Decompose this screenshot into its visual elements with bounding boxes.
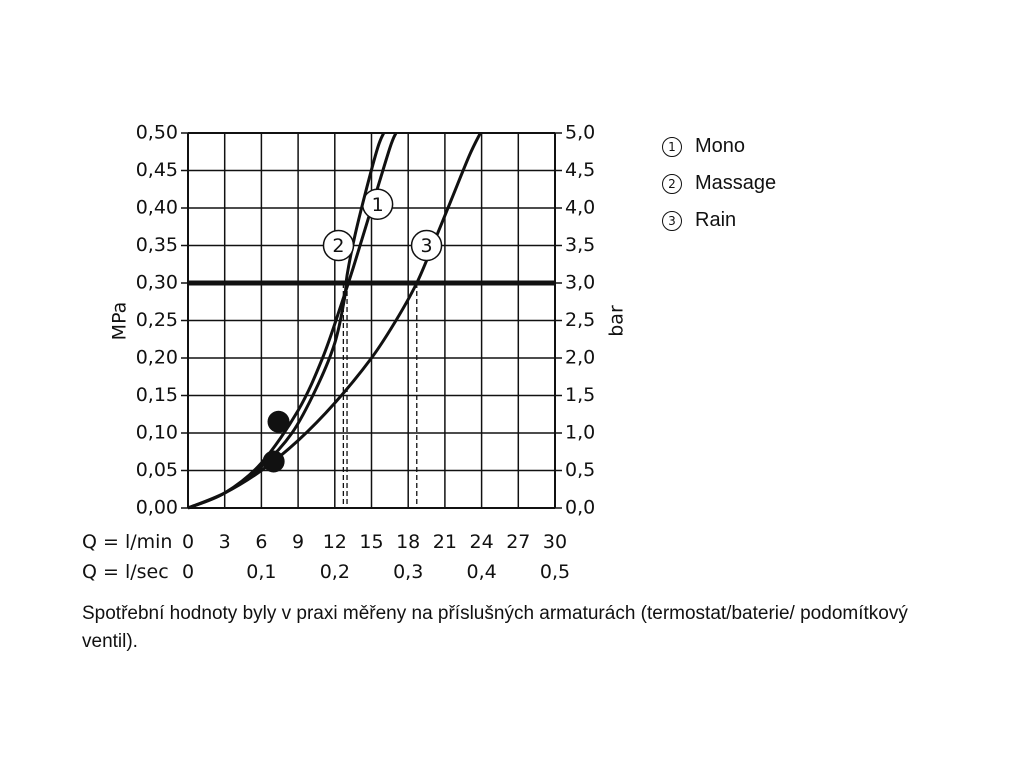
data-point — [267, 410, 290, 433]
x-tick-label-lsec: 0,3 — [393, 561, 423, 583]
x-tick-label-lmin: 15 — [359, 531, 383, 553]
x-tick-label-lmin: 12 — [323, 531, 347, 553]
tick-labels: 0,00 0,00,05 0,50,10 1,00,15 1,50,20 2,00,25 2… — [136, 122, 596, 584]
x-tick-label-lmin: 3 — [219, 531, 231, 553]
left-tick-label: 0,30 — [136, 272, 178, 294]
x-tick-label-lmin: 18 — [396, 531, 420, 553]
x-axis-lmin-title: Q = l/min — [82, 531, 172, 553]
right-tick-label: 5,0 — [565, 122, 595, 144]
x-tick-label-lsec: 0,5 — [540, 561, 570, 583]
measurement-note: Spotřební hodnoty byly v praxi měřeny na… — [82, 603, 908, 652]
right-tick-label: 3,0 — [565, 272, 595, 294]
series-marker-label-rain: 3 — [421, 235, 433, 257]
series-marker-massage — [322, 229, 355, 262]
right-tick-label: 0,0 — [565, 497, 595, 519]
left-tick-label: 0,20 — [136, 347, 178, 369]
left-tick-label: 0,35 — [136, 234, 178, 256]
x-tick-label-lsec: 0 — [182, 561, 194, 583]
left-tick-label: 0,40 — [136, 197, 178, 219]
x-tick-label-lsec: 0,4 — [466, 561, 496, 583]
right-tick-label: 0,5 — [565, 459, 595, 481]
legend-marker-3: 3 — [662, 210, 682, 231]
right-tick-label: 4,0 — [565, 197, 595, 219]
x-axis-lsec-title: Q = l/sec — [82, 561, 169, 583]
legend-item-massage: 2 Massage — [662, 165, 776, 202]
x-tick-label-lmin: 6 — [255, 531, 267, 553]
legend-marker-2: 2 — [662, 173, 682, 194]
legend-item-mono: 1 Mono — [662, 128, 776, 165]
legend-marker-1: 1 — [662, 136, 682, 157]
x-tick-label-lmin: 24 — [470, 531, 494, 553]
legend-label-rain: Rain — [695, 209, 737, 231]
left-tick-label: 0,05 — [136, 459, 178, 481]
series-marker-label-mono: 1 — [372, 194, 384, 216]
right-tick-label: 2,5 — [565, 309, 595, 331]
series-line-massage — [187, 132, 386, 510]
series-marker-rain — [410, 229, 443, 262]
curves: 1 2 3 — [187, 132, 555, 510]
data-point — [262, 450, 285, 473]
right-tick-label: 4,5 — [565, 159, 595, 181]
x-tick-label-lmin: 21 — [433, 531, 457, 553]
legend-label-mono: Mono — [695, 135, 746, 157]
x-tick-label-lmin: 27 — [506, 531, 530, 553]
legend-label-massage: Massage — [695, 172, 777, 194]
x-tick-label-lsec: 0,2 — [320, 561, 350, 583]
left-tick-label: 0,00 — [136, 497, 178, 519]
left-axis-title: MPa — [109, 302, 131, 341]
grid — [181, 132, 562, 509]
series-marker-label-massage: 2 — [332, 235, 344, 257]
right-tick-label: 2,0 — [565, 347, 595, 369]
x-tick-label-lsec: 0,1 — [246, 561, 276, 583]
right-axis-title: bar — [606, 305, 628, 337]
left-tick-label: 0,15 — [136, 384, 178, 406]
left-tick-label: 0,10 — [136, 422, 178, 444]
left-tick-label: 0,50 — [136, 122, 178, 144]
left-tick-label: 0,25 — [136, 309, 178, 331]
right-tick-label: 3,5 — [565, 234, 595, 256]
legend: 1 Mono 2 Massage 3 Rain — [662, 128, 776, 239]
right-tick-label: 1,0 — [565, 422, 595, 444]
x-tick-label-lmin: 0 — [182, 531, 194, 553]
x-tick-label-lmin: 9 — [292, 531, 304, 553]
left-tick-label: 0,45 — [136, 159, 178, 181]
x-tick-label-lmin: 30 — [543, 531, 567, 553]
series-line-rain — [187, 132, 482, 510]
pressure-flow-chart: 12 3 0,00 0,00,05 0,50,10 1,00,15 1,50,20 2,00… — [82, 122, 628, 584]
legend-item-rain: 3 Rain — [662, 202, 776, 239]
right-tick-label: 1,5 — [565, 384, 595, 406]
